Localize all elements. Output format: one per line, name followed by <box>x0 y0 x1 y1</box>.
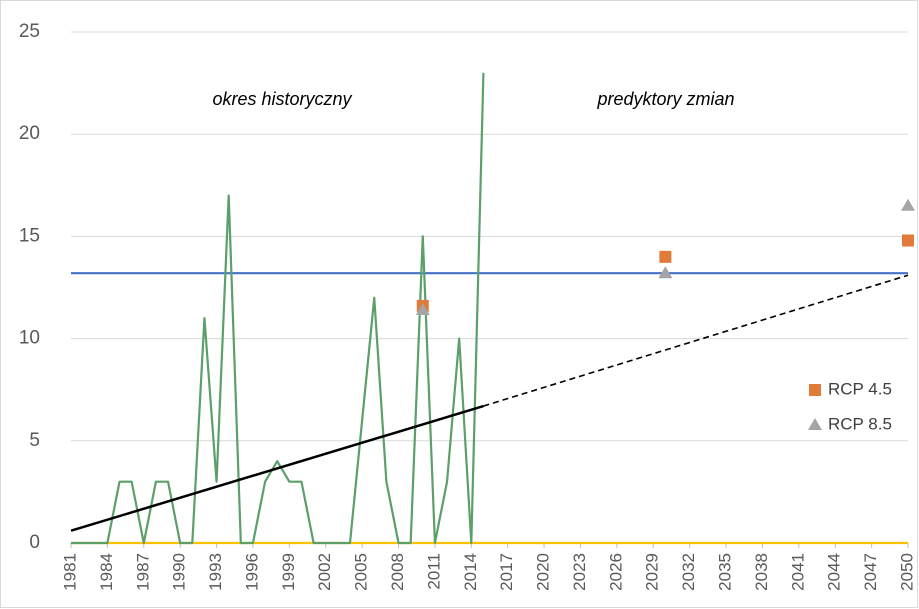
annotation: okres historyczny <box>212 89 352 109</box>
marker <box>659 250 672 263</box>
legend-swatch <box>809 384 821 396</box>
x-tick-label: 1984 <box>97 553 116 591</box>
x-tick-label: 2047 <box>861 553 880 591</box>
x-tick-label: 2032 <box>679 553 698 591</box>
x-tick-label: 2044 <box>825 553 844 591</box>
x-tick-label: 2011 <box>424 553 443 590</box>
y-tick-label: 25 <box>19 21 40 42</box>
x-tick-label: 2002 <box>315 553 334 591</box>
legend-label: RCP 8.5 <box>828 414 892 433</box>
x-tick-label: 2050 <box>897 553 916 591</box>
x-tick-label: 1993 <box>206 553 225 591</box>
marker <box>901 198 915 211</box>
x-tick-label: 2017 <box>497 553 516 591</box>
x-tick-label: 1981 <box>60 553 79 591</box>
y-tick-label: 10 <box>19 328 40 349</box>
legend-swatch <box>808 418 822 430</box>
x-tick-label: 2020 <box>534 553 553 591</box>
x-tick-label: 1996 <box>242 553 261 591</box>
annotation: predyktory zmian <box>596 89 734 109</box>
marker <box>902 234 914 247</box>
y-tick-label: 15 <box>19 225 40 246</box>
marker <box>415 302 430 315</box>
x-tick-label: 2014 <box>461 553 480 591</box>
x-tick-label: 2008 <box>388 553 407 591</box>
x-tick-label: 2005 <box>352 553 371 591</box>
series-line <box>483 274 909 407</box>
x-tick-label: 2023 <box>570 553 589 591</box>
x-tick-label: 2038 <box>752 553 771 591</box>
series-line <box>70 404 484 532</box>
x-tick-label: 1999 <box>279 553 298 591</box>
x-tick-label: 2029 <box>643 553 662 591</box>
marker <box>658 266 673 279</box>
x-tick-label: 1987 <box>133 553 152 591</box>
y-tick-label: 5 <box>29 430 40 451</box>
y-tick-label: 0 <box>29 532 40 553</box>
x-tick-label: 2026 <box>606 553 625 591</box>
series-line <box>71 72 485 545</box>
x-tick-label: 2035 <box>716 553 735 591</box>
x-tick-label: 2041 <box>788 553 807 591</box>
x-tick-label: 1990 <box>170 553 189 591</box>
y-tick-label: 20 <box>19 123 40 144</box>
legend-label: RCP 4.5 <box>828 379 892 398</box>
